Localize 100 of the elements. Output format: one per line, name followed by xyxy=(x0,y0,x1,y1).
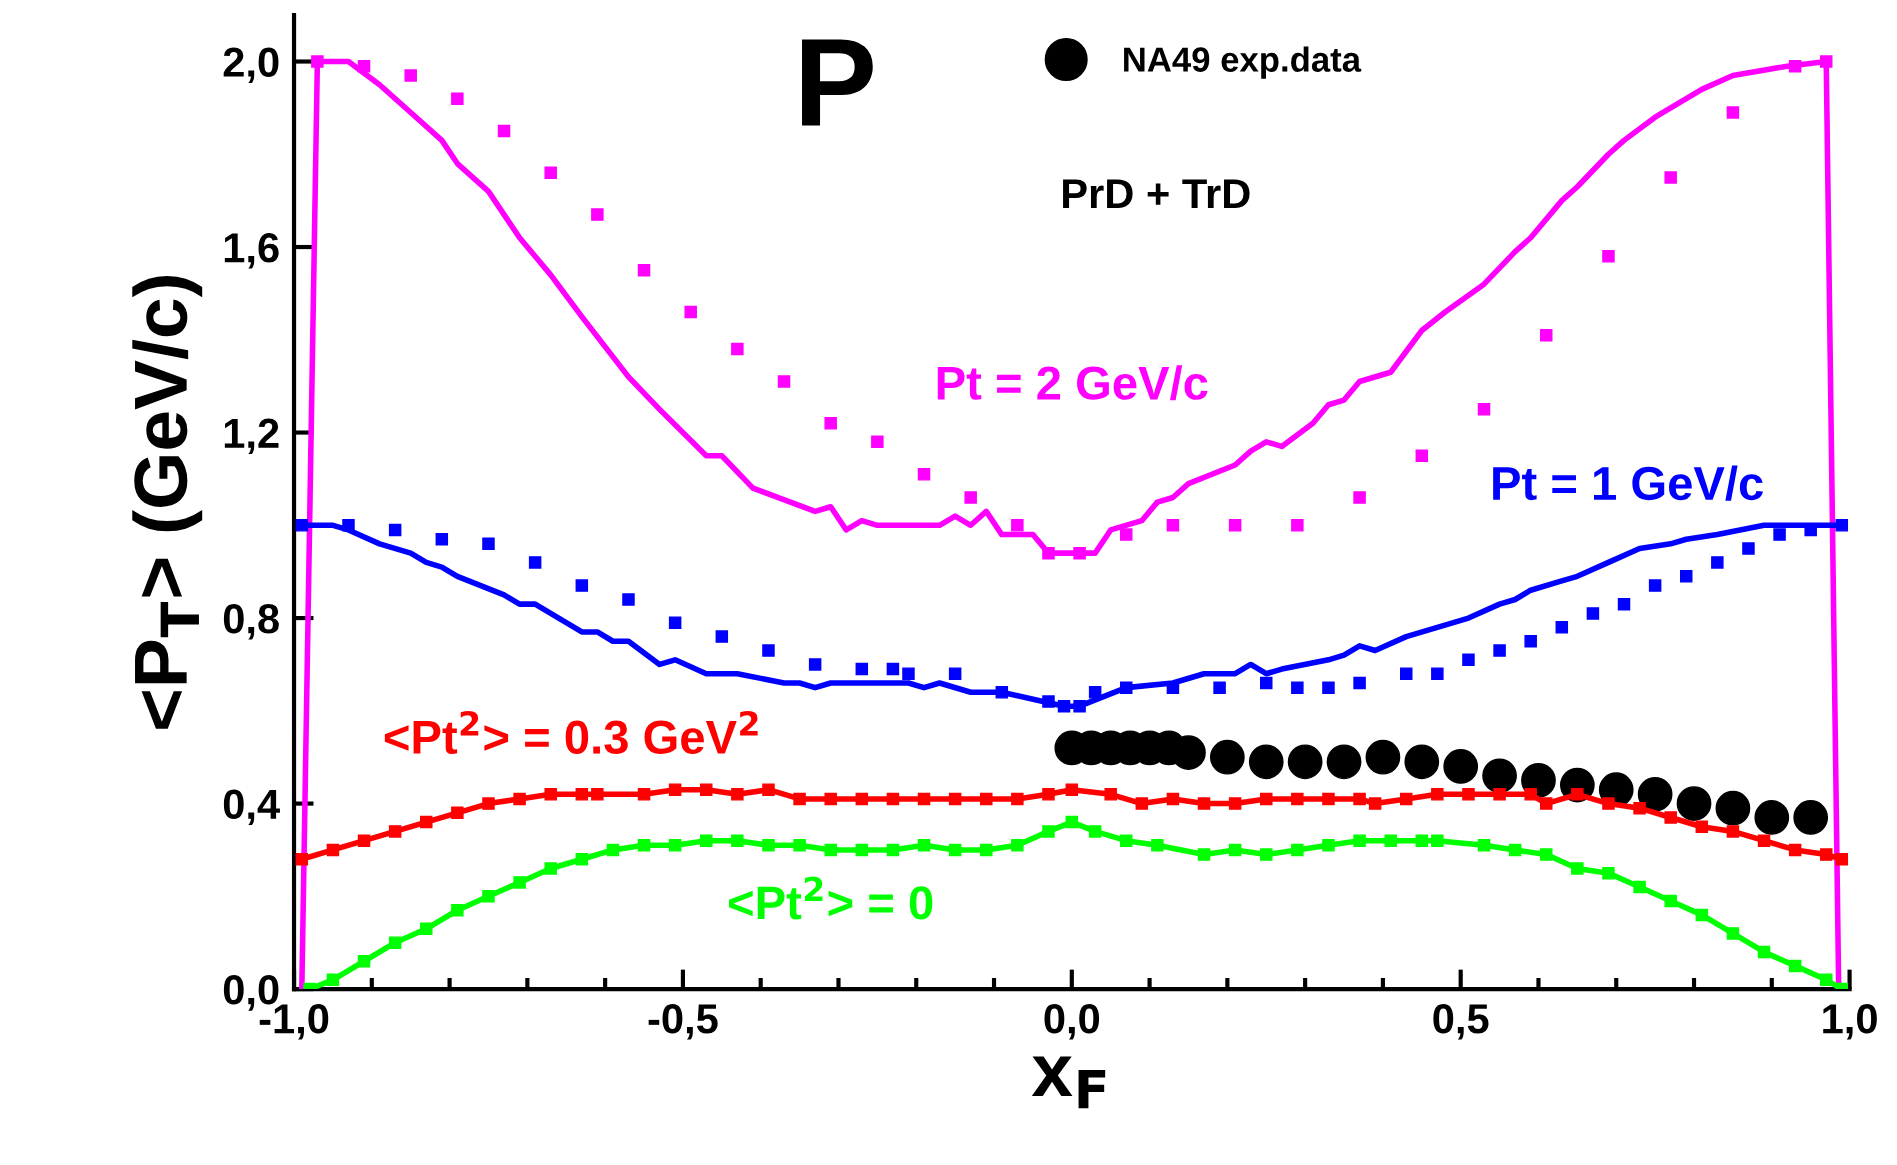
point xyxy=(1493,788,1506,801)
point xyxy=(824,417,837,430)
y-tick-label: 0,4 xyxy=(223,789,280,826)
point xyxy=(1228,843,1242,857)
point xyxy=(513,792,526,806)
point xyxy=(855,792,869,806)
point xyxy=(1477,403,1491,416)
point xyxy=(1726,106,1740,119)
y-tick-label: 1,6 xyxy=(224,233,279,269)
point xyxy=(1065,783,1079,796)
y-tick-label: 2,0 xyxy=(223,47,279,84)
point xyxy=(482,890,495,903)
point xyxy=(731,834,744,847)
point xyxy=(1073,699,1086,713)
point xyxy=(1011,839,1024,852)
point xyxy=(1259,792,1273,806)
point xyxy=(1209,739,1245,775)
point xyxy=(762,644,775,657)
point xyxy=(1353,676,1366,690)
point xyxy=(1151,839,1164,852)
point xyxy=(824,843,837,857)
point xyxy=(1353,491,1366,504)
point xyxy=(1104,788,1117,801)
point xyxy=(1119,834,1133,847)
point xyxy=(622,593,635,606)
point xyxy=(1742,542,1755,555)
point xyxy=(1322,839,1335,852)
point xyxy=(1462,788,1475,801)
point xyxy=(1757,834,1771,847)
point xyxy=(1726,927,1740,940)
point xyxy=(1793,800,1829,835)
x-tick-label: 0,0 xyxy=(1044,1004,1100,1040)
point xyxy=(1365,739,1401,775)
point xyxy=(886,843,900,857)
point xyxy=(1042,788,1055,801)
point xyxy=(762,839,775,852)
x-tick-label: -0,5 xyxy=(648,1004,718,1040)
point xyxy=(700,783,713,796)
point xyxy=(1248,744,1284,780)
point xyxy=(357,834,371,847)
point xyxy=(1602,866,1615,880)
point xyxy=(575,788,589,801)
point xyxy=(1571,862,1584,875)
point xyxy=(575,852,589,866)
point xyxy=(917,792,931,806)
point xyxy=(1119,528,1133,541)
point xyxy=(1711,556,1724,569)
point xyxy=(1322,681,1335,694)
point xyxy=(1586,607,1600,620)
point xyxy=(1042,546,1055,560)
point xyxy=(544,862,557,875)
x-tick-label: 0,5 xyxy=(1433,1004,1489,1040)
point xyxy=(793,792,806,806)
point xyxy=(1291,519,1304,532)
point xyxy=(1524,788,1537,801)
point xyxy=(1065,815,1079,829)
point xyxy=(855,843,869,857)
point xyxy=(668,783,682,796)
point xyxy=(1073,546,1086,560)
point xyxy=(1088,686,1102,699)
point xyxy=(1757,945,1771,959)
annotation: P xyxy=(802,39,873,126)
series-label: Pt = 2 GeV/c xyxy=(937,365,1208,401)
point xyxy=(1011,792,1024,806)
point xyxy=(1384,834,1397,847)
point xyxy=(451,806,464,820)
y-axis-title: <P$_{T}$> (GeV/c) xyxy=(132,276,203,729)
x-axis-title: x$_{F}$ xyxy=(1031,1056,1106,1109)
series-label: <Pt$^{2}$> = 0.3 GeV$^{2}$ xyxy=(384,710,758,755)
point xyxy=(1539,848,1553,861)
point xyxy=(917,839,931,852)
point xyxy=(1197,797,1211,810)
point xyxy=(1664,894,1677,908)
point xyxy=(1493,644,1506,657)
point xyxy=(1431,834,1444,847)
point xyxy=(1287,744,1323,780)
point xyxy=(715,630,729,643)
point xyxy=(388,825,402,838)
point xyxy=(979,843,993,857)
point xyxy=(1571,788,1584,801)
point xyxy=(1431,788,1444,801)
point xyxy=(388,936,402,949)
point xyxy=(1042,825,1055,838)
point xyxy=(1695,820,1709,834)
point xyxy=(1399,667,1413,680)
point xyxy=(762,783,775,796)
point xyxy=(1633,880,1646,894)
point xyxy=(1819,55,1833,68)
point xyxy=(1715,790,1751,826)
point xyxy=(544,788,557,801)
point xyxy=(606,843,620,857)
point xyxy=(871,435,884,449)
point xyxy=(1477,839,1491,852)
point xyxy=(528,556,542,569)
point xyxy=(948,843,962,857)
point xyxy=(435,532,449,546)
point xyxy=(1353,834,1366,847)
point xyxy=(1773,528,1786,541)
point xyxy=(886,792,900,806)
point xyxy=(1524,634,1537,648)
